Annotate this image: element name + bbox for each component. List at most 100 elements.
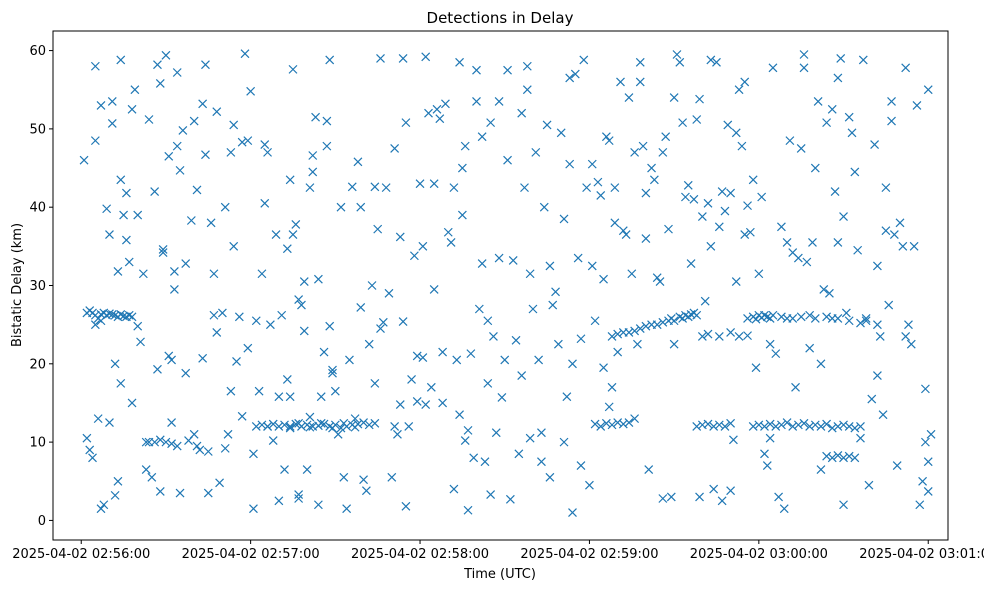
data-point bbox=[342, 504, 352, 514]
data-point bbox=[158, 248, 168, 258]
data-point bbox=[486, 118, 496, 128]
data-point bbox=[904, 320, 913, 330]
data-point bbox=[472, 65, 481, 75]
data-point bbox=[647, 163, 656, 173]
data-point bbox=[692, 310, 702, 320]
data-point bbox=[212, 328, 222, 337]
data-point bbox=[209, 310, 219, 320]
data-point bbox=[424, 108, 433, 118]
data-point bbox=[443, 227, 453, 237]
data-point bbox=[709, 422, 719, 431]
data-point bbox=[768, 310, 778, 320]
data-point bbox=[901, 331, 911, 341]
data-point bbox=[856, 318, 865, 328]
data-point bbox=[514, 449, 524, 459]
data-point bbox=[243, 136, 253, 146]
data-point bbox=[850, 423, 860, 433]
data-point bbox=[246, 86, 256, 96]
data-point bbox=[418, 353, 428, 362]
data-point bbox=[573, 253, 583, 263]
data-point bbox=[551, 287, 560, 297]
data-point bbox=[153, 60, 162, 70]
data-point bbox=[613, 329, 623, 339]
data-point bbox=[217, 308, 227, 318]
x-axis-title: Time (UTC) bbox=[463, 567, 536, 582]
data-point bbox=[587, 261, 597, 271]
data-point bbox=[695, 492, 704, 502]
data-point bbox=[822, 419, 832, 429]
data-point bbox=[401, 118, 411, 128]
data-point bbox=[438, 347, 448, 357]
data-point bbox=[325, 321, 335, 331]
data-point bbox=[288, 230, 298, 240]
data-point bbox=[121, 235, 131, 245]
data-point bbox=[624, 328, 634, 337]
data-point bbox=[892, 461, 902, 471]
data-point bbox=[364, 420, 374, 430]
data-point bbox=[370, 378, 380, 388]
data-point bbox=[127, 104, 137, 114]
data-point bbox=[294, 490, 304, 500]
data-point bbox=[624, 93, 634, 102]
data-point bbox=[607, 331, 617, 341]
data-point bbox=[793, 253, 803, 263]
data-point bbox=[294, 494, 304, 503]
data-point bbox=[480, 457, 490, 467]
data-point bbox=[881, 183, 891, 193]
data-point bbox=[409, 251, 419, 261]
data-point bbox=[765, 419, 775, 429]
data-point bbox=[768, 63, 778, 73]
data-point bbox=[864, 480, 874, 490]
data-point bbox=[96, 504, 106, 514]
data-point bbox=[762, 312, 772, 322]
data-point bbox=[263, 147, 272, 157]
data-point bbox=[282, 375, 292, 384]
data-point bbox=[675, 312, 685, 322]
data-point bbox=[175, 488, 185, 498]
data-point bbox=[257, 269, 267, 279]
data-point bbox=[714, 222, 724, 232]
data-point bbox=[494, 97, 504, 106]
y-tick-label: 40 bbox=[29, 201, 46, 216]
data-point bbox=[353, 157, 363, 167]
x-tick-label: 2025-04-02 02:56:00 bbox=[12, 547, 150, 562]
data-point bbox=[164, 151, 174, 161]
data-point bbox=[658, 317, 668, 327]
data-point bbox=[867, 394, 877, 404]
data-point bbox=[762, 461, 772, 471]
data-point bbox=[889, 230, 899, 240]
data-point bbox=[872, 261, 882, 271]
data-point bbox=[703, 419, 713, 429]
data-point bbox=[850, 453, 860, 463]
data-point bbox=[155, 79, 165, 88]
data-point bbox=[477, 132, 487, 142]
data-point bbox=[553, 339, 563, 349]
data-point bbox=[116, 310, 126, 319]
data-point bbox=[311, 112, 320, 122]
data-point bbox=[249, 449, 258, 459]
y-tick-label: 20 bbox=[29, 357, 46, 372]
data-point bbox=[923, 85, 933, 95]
y-tick-label: 60 bbox=[29, 44, 46, 59]
data-point bbox=[438, 398, 448, 408]
data-point bbox=[429, 284, 439, 294]
data-point bbox=[308, 151, 318, 160]
data-point bbox=[856, 422, 865, 431]
data-point bbox=[788, 422, 798, 431]
data-point bbox=[387, 472, 397, 482]
data-point bbox=[844, 112, 854, 122]
data-point bbox=[313, 274, 323, 284]
x-tick-label: 2025-04-02 02:57:00 bbox=[182, 547, 320, 562]
data-point bbox=[90, 136, 100, 146]
data-point bbox=[88, 453, 97, 463]
data-point bbox=[288, 64, 298, 74]
data-point bbox=[669, 93, 679, 102]
data-point bbox=[635, 324, 645, 333]
data-point bbox=[545, 472, 555, 482]
data-point bbox=[285, 423, 295, 433]
data-point bbox=[313, 500, 323, 510]
data-point bbox=[285, 422, 295, 431]
data-point bbox=[833, 451, 843, 460]
